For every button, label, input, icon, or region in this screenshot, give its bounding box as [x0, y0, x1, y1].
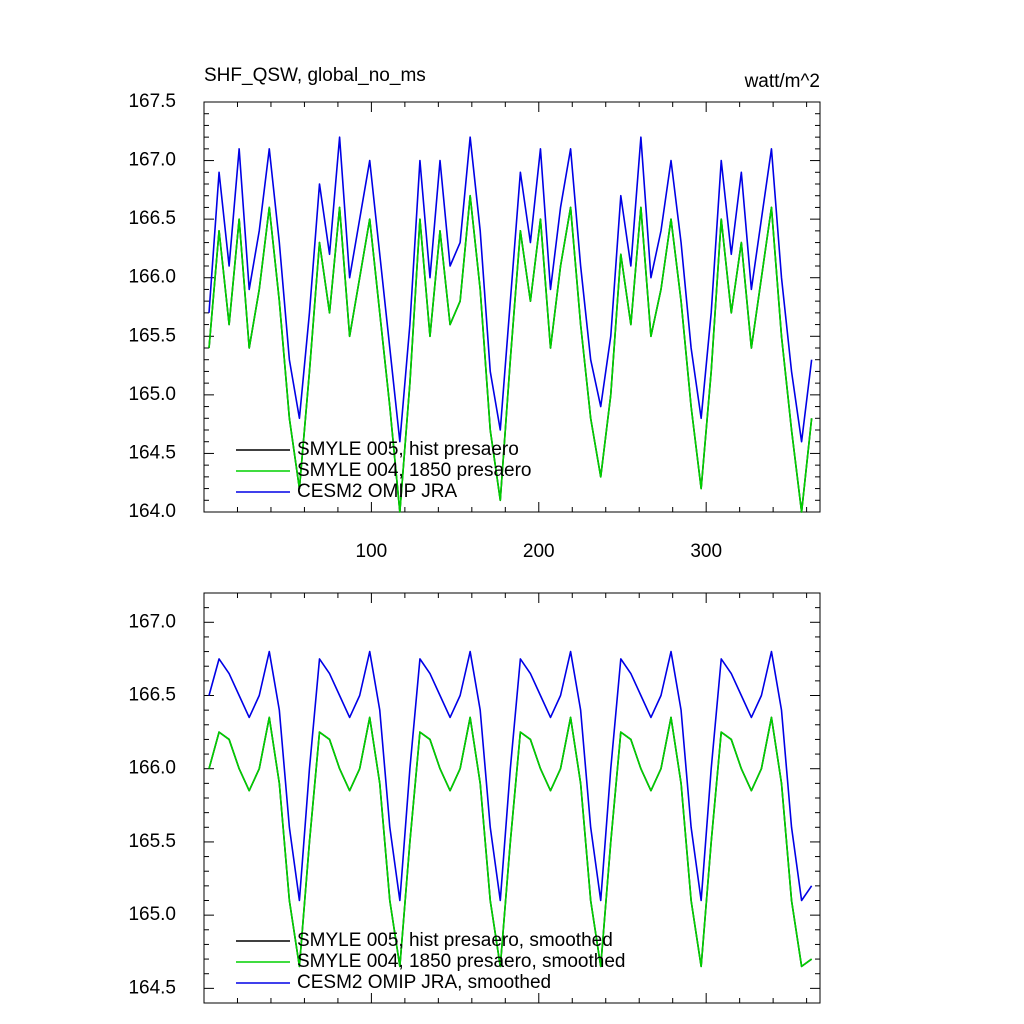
y-tick-label: 165.5	[128, 325, 176, 346]
legend-label: SMYLE 005, hist presaero	[297, 439, 519, 460]
y-tick-label: 166.5	[128, 685, 176, 706]
y-tick-label: 166.0	[128, 758, 176, 779]
y-tick-label: 164.5	[128, 977, 176, 998]
legend-label: CESM2 OMIP JRA, smoothed	[297, 972, 551, 993]
series-line	[208, 650, 813, 902]
y-tick-label: 167.0	[128, 150, 176, 171]
series-line	[208, 194, 813, 513]
y-tick-label: 166.5	[128, 208, 176, 229]
y-tick-label: 164.0	[128, 501, 176, 522]
plot-frame	[203, 101, 821, 513]
y-tick-label: 166.0	[128, 267, 176, 288]
y-tick-label: 167.5	[128, 91, 176, 112]
x-tick-label: 300	[690, 541, 722, 562]
y-tick-label: 167.0	[128, 611, 176, 632]
chart-title: SHF_QSW, global_no_ms	[204, 65, 426, 86]
series-line	[208, 136, 813, 443]
legend-label: CESM2 OMIP JRA	[297, 481, 457, 502]
series-line	[208, 716, 813, 968]
legend-label: SMYLE 004, 1850 presaero	[297, 460, 532, 481]
units-label: watt/m^2	[744, 71, 820, 92]
y-tick-label: 164.5	[128, 442, 176, 463]
x-tick-label: 100	[356, 541, 388, 562]
legend-label: SMYLE 005, hist presaero, smoothed	[297, 930, 613, 951]
y-tick-label: 165.0	[128, 384, 176, 405]
legend-label: SMYLE 004, 1850 presaero, smoothed	[297, 951, 625, 972]
y-tick-label: 165.5	[128, 831, 176, 852]
y-tick-label: 165.0	[128, 904, 176, 925]
x-tick-label: 200	[523, 541, 555, 562]
